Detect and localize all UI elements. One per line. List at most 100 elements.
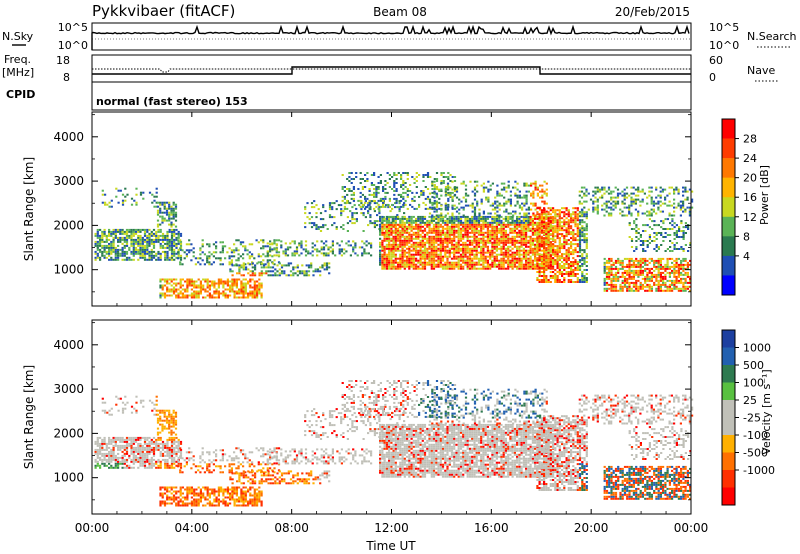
power-cell bbox=[549, 271, 552, 273]
power-cell bbox=[527, 257, 530, 260]
power-cell bbox=[487, 180, 490, 183]
power-cell bbox=[208, 261, 211, 264]
power-cell bbox=[525, 184, 528, 187]
power-cell bbox=[121, 258, 124, 261]
power-cell bbox=[435, 223, 438, 226]
power-cell bbox=[635, 265, 638, 268]
power-cell bbox=[530, 184, 533, 187]
power-cell bbox=[159, 211, 162, 214]
power-cell bbox=[392, 263, 395, 266]
power-cell bbox=[480, 200, 483, 203]
power-cell bbox=[400, 178, 403, 180]
power-cell bbox=[220, 292, 223, 295]
power-cell bbox=[522, 263, 525, 266]
power-cell bbox=[558, 263, 561, 265]
freq-label-line1: Freq. bbox=[4, 53, 31, 66]
power-cell bbox=[576, 269, 579, 271]
power-cell bbox=[484, 221, 487, 224]
power-cell bbox=[251, 278, 254, 281]
power-cell bbox=[170, 232, 174, 235]
power-cell bbox=[534, 259, 537, 262]
power-cell bbox=[151, 193, 154, 196]
power-cell bbox=[260, 282, 263, 285]
power-cell bbox=[504, 235, 507, 238]
power-cell bbox=[614, 289, 618, 292]
power-cell bbox=[637, 269, 640, 272]
power-cell bbox=[412, 257, 415, 260]
power-cell bbox=[256, 262, 259, 265]
power-cell bbox=[163, 292, 167, 295]
power-cell bbox=[420, 191, 423, 194]
power-cell bbox=[686, 198, 689, 201]
power-cell bbox=[238, 266, 241, 269]
power-cell bbox=[399, 225, 402, 228]
power-cell bbox=[491, 265, 494, 268]
power-cell bbox=[507, 245, 510, 248]
power-cell bbox=[295, 250, 299, 253]
power-cell bbox=[433, 180, 436, 183]
power-cell bbox=[610, 273, 613, 276]
power-cell bbox=[632, 200, 635, 203]
power-cell bbox=[605, 259, 609, 262]
power-cell bbox=[516, 202, 519, 205]
power-cell bbox=[543, 229, 546, 232]
power-cell bbox=[572, 239, 575, 242]
power-cell bbox=[430, 267, 433, 270]
power-cell bbox=[552, 219, 555, 222]
power-cell bbox=[128, 246, 131, 249]
power-cell bbox=[639, 259, 642, 262]
power-cell bbox=[397, 193, 400, 196]
power-cell bbox=[607, 212, 611, 215]
power-cell bbox=[440, 194, 443, 197]
power-cell bbox=[447, 199, 450, 202]
power-cell bbox=[540, 217, 543, 220]
power-cell bbox=[444, 261, 447, 264]
power-cell bbox=[496, 194, 499, 197]
power-cell bbox=[435, 245, 438, 248]
power-cell bbox=[296, 264, 299, 267]
power-cell bbox=[190, 292, 193, 295]
power-cell bbox=[235, 282, 238, 285]
power-cell bbox=[166, 282, 169, 285]
power-cell bbox=[220, 280, 223, 283]
power-cell bbox=[513, 259, 516, 262]
power-cell bbox=[610, 259, 613, 262]
power-cell bbox=[475, 245, 478, 248]
power-cell bbox=[177, 240, 180, 243]
power-cell bbox=[168, 217, 171, 220]
power-cell bbox=[263, 266, 266, 269]
power-cell bbox=[285, 274, 288, 277]
power-cell bbox=[664, 202, 667, 205]
power-cell bbox=[453, 190, 457, 192]
power-cell bbox=[177, 248, 180, 251]
power-cell bbox=[315, 204, 318, 207]
power-cell bbox=[108, 244, 111, 247]
power-cell bbox=[220, 282, 223, 285]
power-cell bbox=[406, 190, 409, 192]
power-cell bbox=[612, 196, 615, 199]
power-cell bbox=[482, 221, 485, 224]
power-cell bbox=[432, 231, 436, 234]
power-cell bbox=[444, 237, 447, 240]
power-cell bbox=[453, 188, 457, 190]
power-cell bbox=[108, 201, 111, 204]
power-cell bbox=[161, 292, 164, 295]
power-cell bbox=[398, 202, 401, 205]
power-cell bbox=[222, 290, 225, 293]
power-cell bbox=[280, 270, 284, 273]
power-cell bbox=[585, 245, 588, 248]
power-cell bbox=[545, 210, 548, 213]
power-cell bbox=[534, 180, 537, 183]
power-cell bbox=[159, 292, 162, 295]
power-cell bbox=[520, 259, 523, 262]
power-cell bbox=[444, 202, 447, 205]
power-cell bbox=[583, 239, 586, 242]
power-cell bbox=[271, 274, 275, 277]
power-cell bbox=[453, 237, 456, 240]
power-cell bbox=[514, 204, 517, 207]
power-cell bbox=[185, 253, 188, 256]
power-cell bbox=[468, 231, 472, 234]
power-cell bbox=[628, 287, 631, 290]
power-cell bbox=[399, 243, 402, 246]
power-cell bbox=[614, 283, 618, 286]
